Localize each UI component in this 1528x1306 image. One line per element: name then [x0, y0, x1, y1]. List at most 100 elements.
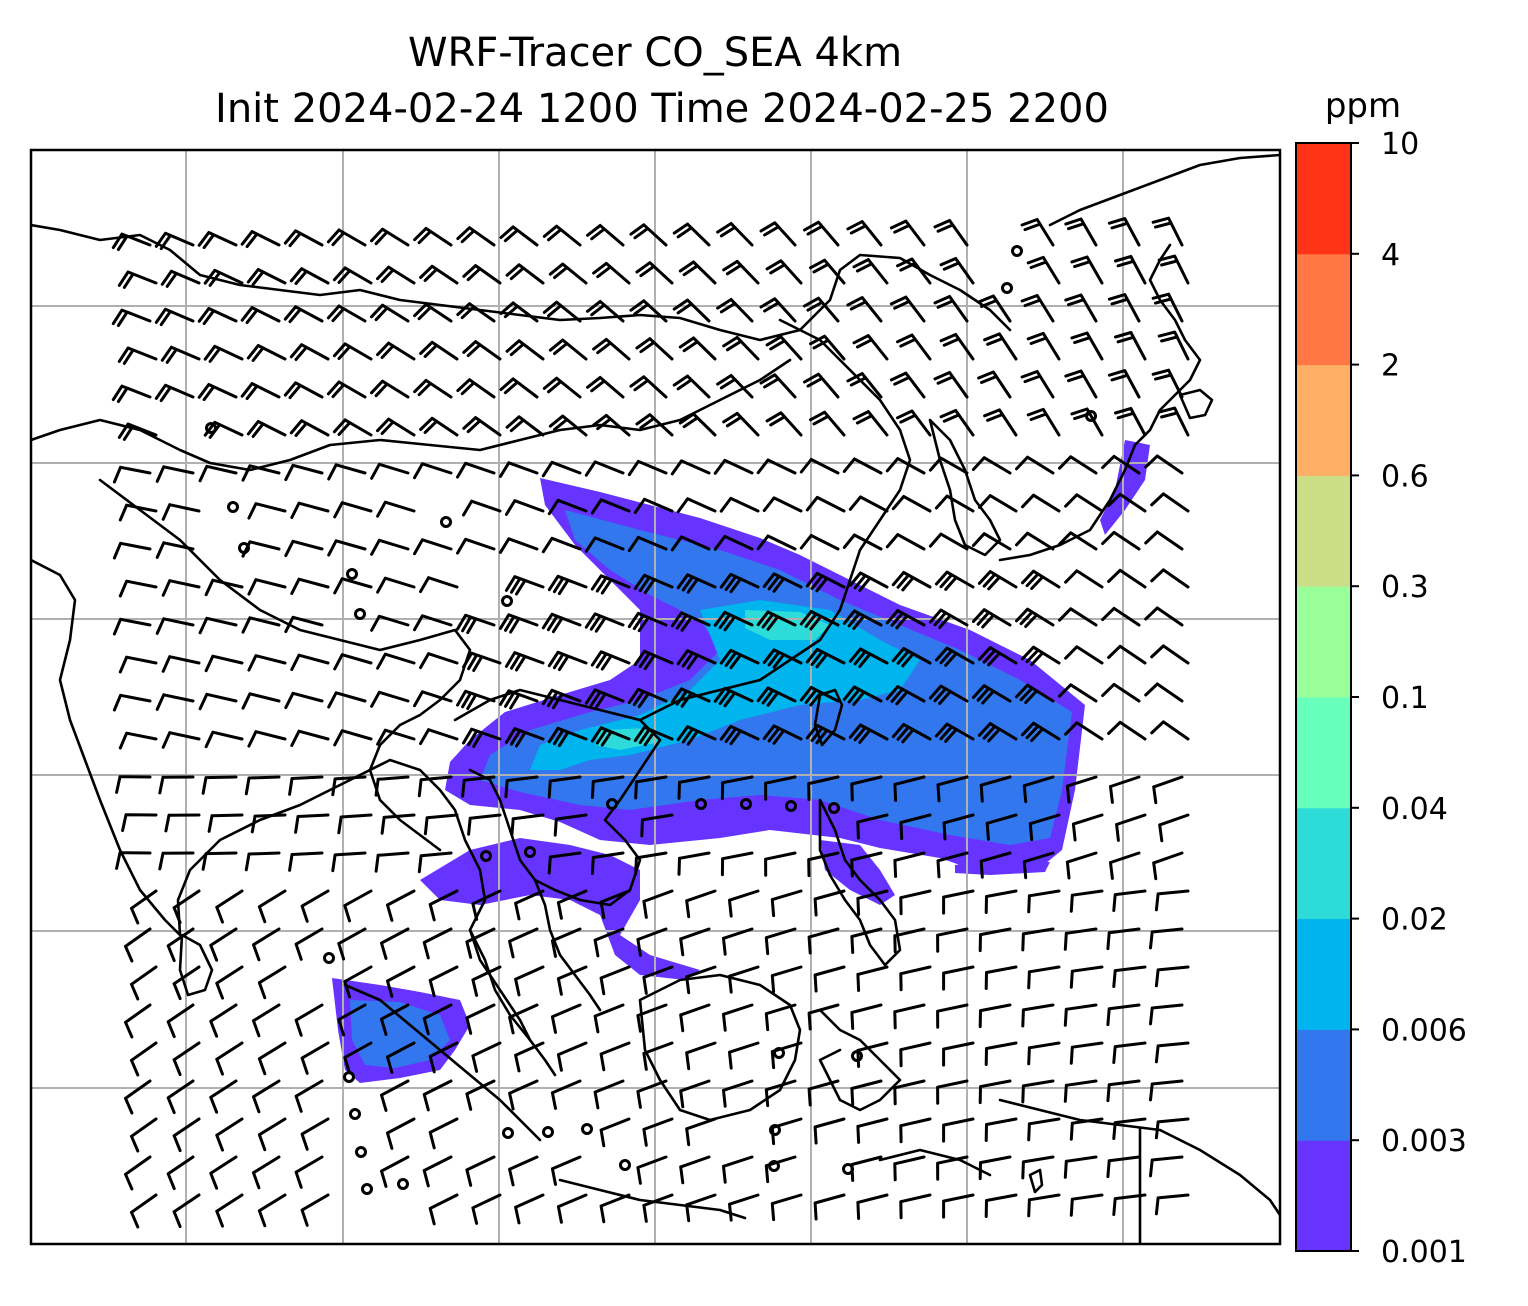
wind-barb	[1109, 775, 1141, 804]
wind-barb	[1065, 851, 1098, 880]
wind-barb	[977, 370, 1012, 399]
wind-barb	[423, 813, 459, 836]
coastline-sumatra	[343, 983, 542, 1142]
wind-barb	[386, 1117, 416, 1150]
wind-barb	[642, 1193, 674, 1223]
wind-barb	[510, 813, 545, 837]
wind-barb	[556, 889, 588, 920]
wind-barb	[337, 927, 367, 961]
wind-barb	[629, 375, 668, 399]
wind-barb	[130, 889, 158, 925]
wind-barb	[1022, 851, 1055, 880]
wind-barb	[899, 813, 932, 840]
wind-barb	[413, 690, 453, 708]
wind-barb	[428, 889, 459, 922]
wind-barb	[154, 383, 195, 403]
wind-barb	[896, 409, 932, 437]
wind-barb	[327, 691, 367, 709]
wind-barb	[172, 1117, 201, 1153]
wind-barb	[813, 1117, 846, 1145]
wind-barb	[462, 499, 502, 517]
wind-barb	[719, 648, 760, 670]
wind-barb	[1149, 1003, 1184, 1026]
map-panel	[31, 150, 1280, 1244]
wind-barb	[1106, 1003, 1141, 1027]
calm-wind-marker	[354, 608, 366, 620]
calm-wind-marker	[542, 1126, 554, 1138]
wind-barb	[166, 1155, 195, 1191]
wind-barb	[720, 775, 754, 801]
wind-barb	[240, 382, 281, 401]
wind-barb	[590, 726, 631, 747]
wind-barb	[984, 1193, 1018, 1218]
wind-barb	[891, 647, 932, 668]
coastline-gulf-of-thailand	[533, 878, 602, 1012]
wind-barb	[852, 258, 889, 285]
wind-barb	[130, 1117, 158, 1153]
wind-barb	[713, 458, 754, 475]
calm-wind-marker	[581, 1123, 593, 1135]
wind-barb	[679, 927, 711, 957]
coastline-java	[558, 1178, 747, 1220]
wind-barb	[1015, 455, 1055, 475]
wind-barb	[284, 691, 324, 710]
wind-barb	[759, 297, 797, 323]
wind-barb	[1065, 775, 1098, 804]
colorbar-segment	[1296, 807, 1351, 920]
wind-barb	[846, 220, 883, 247]
wind-barb	[380, 1003, 410, 1036]
wind-barb	[629, 299, 668, 323]
wind-barb	[283, 305, 324, 324]
wind-barb	[197, 307, 238, 326]
wind-barb	[422, 1003, 453, 1036]
wind-barb	[586, 300, 625, 323]
calm-wind-marker	[619, 1159, 631, 1171]
wind-barb	[300, 1117, 330, 1151]
wind-barb	[764, 1003, 797, 1032]
wind-barb	[158, 775, 195, 795]
wind-barb	[1107, 720, 1147, 741]
wind-barb	[679, 1155, 711, 1185]
wind-barb	[1070, 255, 1104, 285]
wind-barb	[456, 302, 496, 323]
wind-barb	[465, 1079, 496, 1111]
calm-wind-marker	[355, 1146, 367, 1158]
colorbar-segment	[1296, 253, 1351, 366]
wind-barb	[599, 965, 631, 996]
wind-barb	[756, 534, 797, 551]
wind-barb	[376, 500, 416, 518]
wind-barb	[1064, 493, 1104, 513]
wind-barb	[118, 655, 158, 674]
wind-barb	[1064, 369, 1098, 399]
wind-barb	[936, 1079, 969, 1105]
wind-barb	[548, 262, 588, 285]
wind-barb	[1020, 370, 1055, 399]
wind-barb	[514, 1193, 545, 1225]
wind-barb	[428, 1193, 459, 1226]
wind-barb	[417, 851, 453, 874]
wind-barb	[118, 503, 158, 522]
wind-barb	[111, 384, 152, 403]
coastline-sri-lanka	[178, 933, 214, 997]
wind-barb	[977, 570, 1018, 591]
wind-barb	[984, 965, 1018, 990]
colorbar-tick-label: 10	[1381, 127, 1419, 162]
co-tracer-plume	[332, 440, 1150, 1083]
wind-barb	[676, 497, 717, 514]
wind-barb	[678, 412, 717, 437]
wind-barb	[172, 965, 201, 1001]
wind-barb	[241, 464, 281, 482]
wind-barb	[728, 889, 760, 918]
wind-barb	[331, 851, 367, 873]
wind-barb	[813, 889, 846, 917]
wind-barb	[326, 380, 367, 399]
colorbar-segment	[1296, 586, 1351, 698]
wind-barb	[247, 502, 287, 520]
wind-barb	[124, 927, 152, 963]
wind-barb	[300, 1041, 330, 1075]
wind-barb	[850, 1003, 883, 1030]
wind-barb	[550, 927, 582, 958]
wind-barb	[1021, 1003, 1055, 1028]
wind-barb	[284, 539, 324, 558]
colorbar-segment	[1296, 697, 1351, 809]
